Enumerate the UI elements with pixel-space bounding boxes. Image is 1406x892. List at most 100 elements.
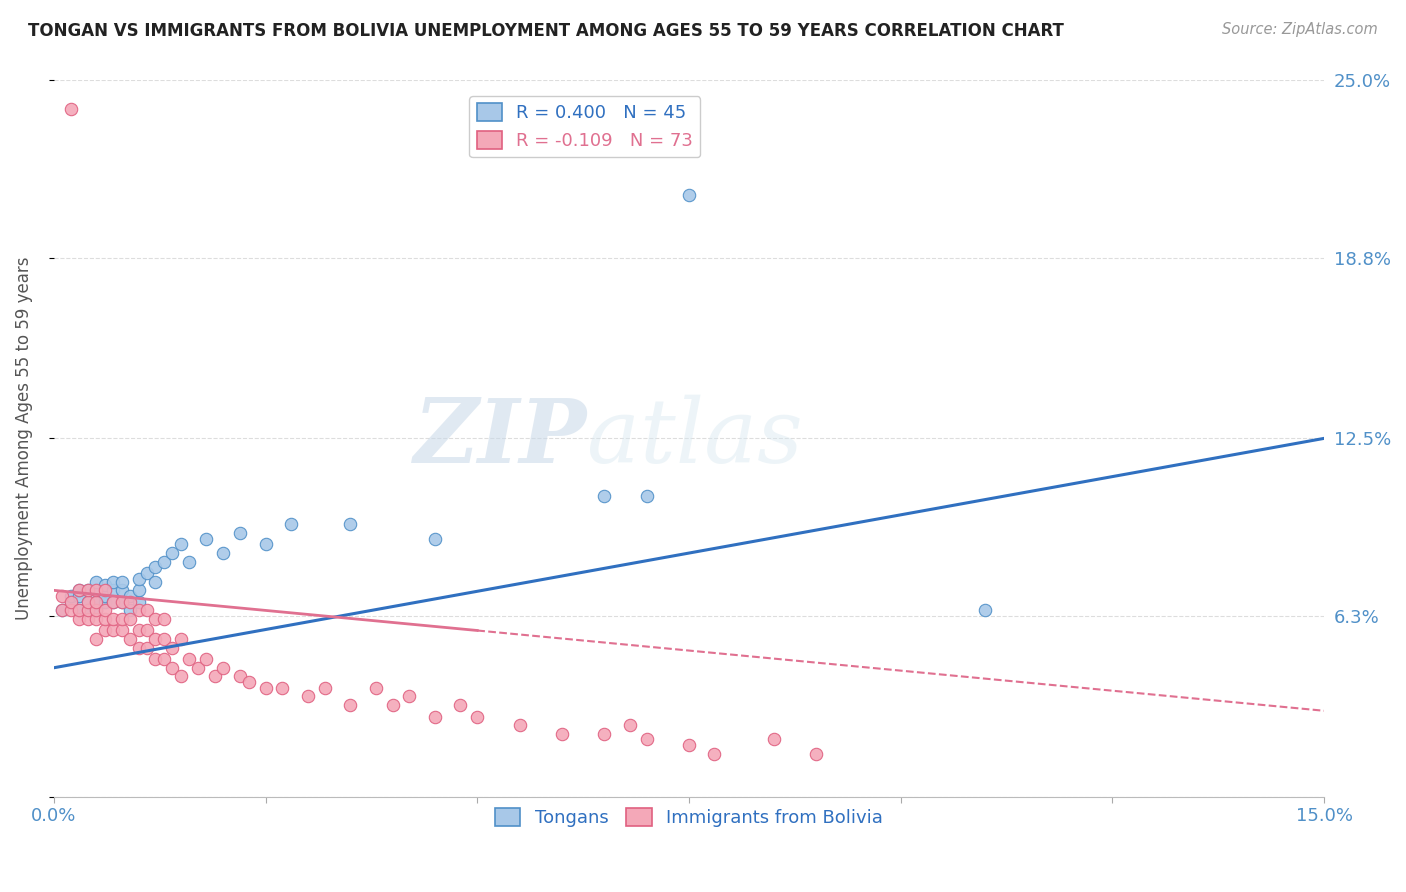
Point	[179, 652, 201, 666]
Point	[195, 652, 218, 666]
Point	[59, 603, 82, 617]
Point	[118, 612, 141, 626]
Point	[509, 718, 531, 732]
Point	[67, 603, 90, 617]
Point	[136, 603, 159, 617]
Point	[204, 669, 226, 683]
Text: ZIP: ZIP	[413, 395, 588, 482]
Point	[51, 603, 73, 617]
Point	[51, 589, 73, 603]
Point	[76, 612, 98, 626]
Point	[118, 603, 141, 617]
Point	[101, 574, 124, 589]
Point	[84, 603, 107, 617]
Point	[179, 555, 201, 569]
Point	[128, 624, 150, 638]
Point	[101, 612, 124, 626]
Point	[364, 681, 387, 695]
Point	[280, 517, 302, 532]
Point	[110, 595, 132, 609]
Point	[381, 698, 404, 712]
Point	[619, 718, 641, 732]
Point	[465, 709, 488, 723]
Point	[110, 583, 132, 598]
Point	[93, 583, 115, 598]
Point	[136, 624, 159, 638]
Point	[76, 595, 98, 609]
Point	[593, 489, 616, 503]
Point	[110, 574, 132, 589]
Point	[136, 566, 159, 581]
Point	[67, 583, 90, 598]
Text: TONGAN VS IMMIGRANTS FROM BOLIVIA UNEMPLOYMENT AMONG AGES 55 TO 59 YEARS CORRELA: TONGAN VS IMMIGRANTS FROM BOLIVIA UNEMPL…	[28, 22, 1064, 40]
Point	[76, 583, 98, 598]
Point	[128, 603, 150, 617]
Point	[974, 603, 997, 617]
Point	[84, 595, 107, 609]
Point	[636, 732, 658, 747]
Point	[162, 546, 184, 560]
Point	[162, 640, 184, 655]
Point	[84, 574, 107, 589]
Point	[101, 624, 124, 638]
Point	[59, 589, 82, 603]
Point	[162, 661, 184, 675]
Point	[118, 595, 141, 609]
Text: atlas: atlas	[588, 395, 803, 482]
Point	[314, 681, 336, 695]
Point	[170, 537, 193, 551]
Point	[110, 595, 132, 609]
Point	[128, 583, 150, 598]
Point	[212, 546, 235, 560]
Point	[339, 698, 361, 712]
Point	[551, 727, 574, 741]
Point	[110, 624, 132, 638]
Point	[636, 489, 658, 503]
Point	[153, 555, 176, 569]
Y-axis label: Unemployment Among Ages 55 to 59 years: Unemployment Among Ages 55 to 59 years	[15, 257, 32, 620]
Point	[145, 612, 167, 626]
Point	[398, 690, 420, 704]
Point	[93, 624, 115, 638]
Point	[762, 732, 785, 747]
Point	[339, 517, 361, 532]
Point	[110, 612, 132, 626]
Point	[229, 669, 252, 683]
Point	[84, 603, 107, 617]
Text: Source: ZipAtlas.com: Source: ZipAtlas.com	[1222, 22, 1378, 37]
Point	[76, 583, 98, 598]
Point	[804, 747, 827, 761]
Point	[93, 612, 115, 626]
Point	[101, 595, 124, 609]
Point	[145, 652, 167, 666]
Point	[128, 572, 150, 586]
Point	[145, 560, 167, 574]
Point	[423, 532, 446, 546]
Point	[76, 595, 98, 609]
Point	[238, 675, 260, 690]
Point	[118, 589, 141, 603]
Point	[59, 595, 82, 609]
Point	[84, 612, 107, 626]
Legend: Tongans, Immigrants from Bolivia: Tongans, Immigrants from Bolivia	[488, 801, 890, 834]
Point	[195, 532, 218, 546]
Point	[153, 632, 176, 646]
Point	[59, 102, 82, 116]
Point	[297, 690, 319, 704]
Point	[254, 681, 277, 695]
Point	[153, 652, 176, 666]
Point	[84, 583, 107, 598]
Point	[67, 583, 90, 598]
Point	[118, 632, 141, 646]
Point	[254, 537, 277, 551]
Point	[93, 595, 115, 609]
Point	[187, 661, 209, 675]
Point	[170, 632, 193, 646]
Point	[67, 612, 90, 626]
Point	[212, 661, 235, 675]
Point	[593, 727, 616, 741]
Point	[84, 632, 107, 646]
Point	[128, 595, 150, 609]
Point	[76, 603, 98, 617]
Point	[76, 603, 98, 617]
